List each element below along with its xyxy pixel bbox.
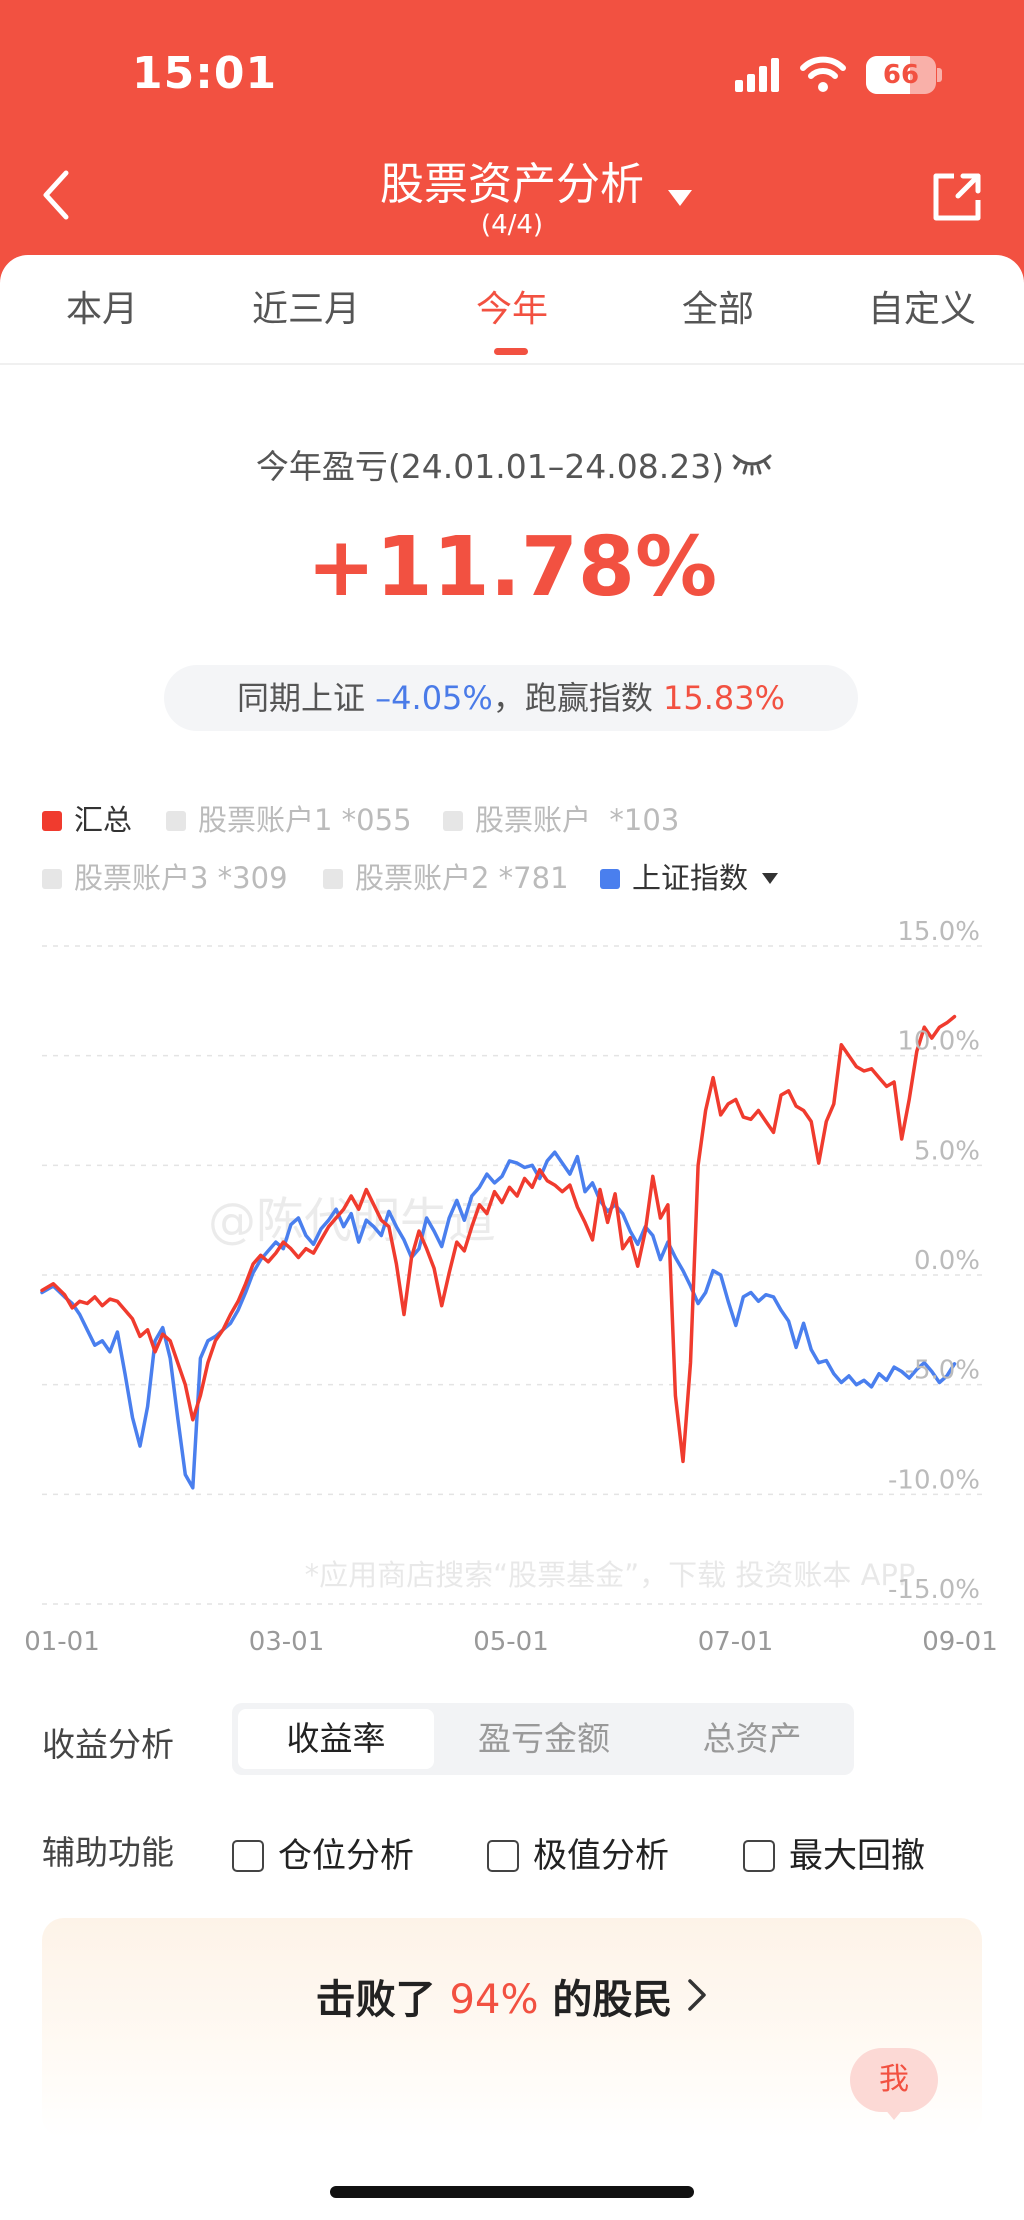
legend-account-309[interactable]: 股票账户3 *309 — [42, 855, 288, 897]
extreme-analysis-label: 极值分析 — [533, 1836, 669, 1876]
legend-sse-index-label: 上证指数 — [632, 861, 749, 895]
x-tick-label: 01-01 — [24, 1627, 100, 1657]
x-tick-label: 07-01 — [698, 1627, 774, 1657]
ranking-text[interactable]: 击败了 94% 的股民 — [0, 1967, 1024, 2025]
legend-account-309-label: 股票账户3 *309 — [74, 861, 288, 895]
max-drawdown-label: 最大回撤 — [789, 1836, 925, 1876]
page-title[interactable]: 股票资产分析 — [380, 159, 644, 210]
legend-total-swatch — [42, 811, 62, 831]
x-tick-label: 03-01 — [249, 1627, 325, 1657]
period-label: 今年盈亏(24.01.01–24.08.23) — [255, 447, 725, 486]
y-tick-label: 5.0% — [914, 1136, 980, 1166]
header-bar: 15:01 66 股票资产分析 (4/4) — [0, 0, 1024, 290]
assist-label: 辅助功能 — [42, 1833, 174, 1872]
tab-last-three-months[interactable]: 近三月 — [251, 289, 360, 330]
compare-prefix: 同期上证 — [236, 679, 365, 717]
segment-total-assets[interactable]: 总资产 — [702, 1719, 802, 1758]
compare-mid: ，跑赢指数 — [492, 679, 653, 717]
y-tick-label: 0.0% — [914, 1246, 980, 1276]
legend-sse-index-swatch — [600, 869, 620, 889]
wifi-icon — [800, 56, 846, 92]
tab-all[interactable]: 全部 — [681, 289, 754, 330]
y-tick-label: -15.0% — [888, 1575, 980, 1605]
series-line-sse-index — [40, 1150, 957, 1490]
ranking-card[interactable] — [42, 1918, 982, 2138]
checkbox-icon[interactable] — [743, 1840, 775, 1872]
series-line-total — [40, 1014, 957, 1464]
eye-closed-icon[interactable] — [730, 448, 774, 478]
tab-this-month[interactable]: 本月 — [65, 289, 138, 330]
segment-profit-amount[interactable]: 盈亏金额 — [478, 1719, 610, 1758]
legend-total[interactable]: 汇总 — [42, 797, 132, 839]
legend-account-055-swatch — [166, 811, 186, 831]
legend-total-label: 汇总 — [74, 803, 133, 837]
title-dropdown-icon[interactable] — [668, 190, 692, 206]
index-comparison: 同期上证 –4.05%，跑赢指数 15.83% — [164, 665, 858, 731]
chevron-right-icon[interactable] — [682, 1975, 712, 2015]
legend-account-055[interactable]: 股票账户1 *055 — [166, 797, 412, 839]
legend-account-055-label: 股票账户1 *055 — [198, 803, 412, 837]
ranking-prefix: 击败了 — [315, 1977, 436, 2023]
home-indicator — [330, 2186, 694, 2198]
position-analysis-label: 仓位分析 — [278, 1836, 414, 1876]
segment-return-rate[interactable]: 收益率 — [238, 1709, 434, 1769]
analysis-label: 收益分析 — [42, 1725, 174, 1764]
me-bubble[interactable]: 我 — [850, 2048, 938, 2112]
max-drawdown-checkbox[interactable]: 最大回撤 — [743, 1828, 925, 1876]
content-sheet — [0, 255, 1024, 2220]
active-tab-indicator — [494, 348, 528, 355]
battery-fill — [866, 56, 910, 94]
y-tick-label: -10.0% — [888, 1465, 980, 1495]
legend-account-103[interactable]: 股票账户 *103 — [443, 797, 679, 839]
me-bubble-tail — [884, 2108, 904, 2120]
x-tick-label: 05-01 — [473, 1627, 549, 1657]
cellular-signal-icon — [735, 58, 781, 92]
page-subtitle: (4/4) — [480, 210, 544, 240]
battery-tip — [937, 68, 942, 82]
status-time: 15:01 — [132, 48, 278, 99]
checkbox-icon[interactable] — [232, 1840, 264, 1872]
legend-account-781-label: 股票账户2 *781 — [355, 861, 569, 895]
battery-icon: 66 — [866, 56, 936, 94]
legend-account-103-swatch — [443, 811, 463, 831]
excess-return: 15.83% — [663, 679, 786, 717]
tab-this-year[interactable]: 今年 — [475, 289, 548, 330]
index-return: –4.05% — [375, 679, 493, 717]
legend-account-781[interactable]: 股票账户2 *781 — [323, 855, 569, 897]
back-icon[interactable] — [30, 165, 90, 225]
position-analysis-checkbox[interactable]: 仓位分析 — [232, 1828, 414, 1876]
index-dropdown-icon[interactable] — [762, 873, 779, 884]
legend-sse-index[interactable]: 上证指数 — [600, 855, 779, 897]
period-tabs: 本月 近三月 今年 全部 自定义 — [0, 255, 1024, 365]
legend-account-309-swatch — [42, 869, 62, 889]
share-icon[interactable] — [930, 168, 986, 224]
checkbox-icon[interactable] — [487, 1840, 519, 1872]
extreme-analysis-checkbox[interactable]: 极值分析 — [487, 1828, 669, 1876]
tab-custom[interactable]: 自定义 — [867, 289, 976, 330]
x-tick-label: 09-01 — [922, 1627, 998, 1657]
y-tick-label: -5.0% — [905, 1356, 980, 1386]
battery-level: 66 — [882, 60, 920, 90]
legend-account-781-swatch — [323, 869, 343, 889]
y-tick-label: 10.0% — [897, 1027, 980, 1057]
legend-account-103-label: 股票账户 *103 — [475, 803, 680, 837]
ranking-percent: 94% — [449, 1977, 539, 2023]
y-tick-label: 15.0% — [897, 920, 980, 947]
return-chart[interactable]: @陈代明牛道 *应用商店搜索“股票基金”，下载 投资账本 APP 15.0%10… — [0, 920, 1024, 1660]
ranking-suffix: 的股民 — [552, 1977, 673, 2023]
chart-footnote: *应用商店搜索“股票基金”，下载 投资账本 APP — [305, 1558, 916, 1592]
analysis-segmented-control: 收益率 盈亏金额 总资产 — [232, 1703, 854, 1775]
total-return: +11.78% — [306, 520, 718, 615]
